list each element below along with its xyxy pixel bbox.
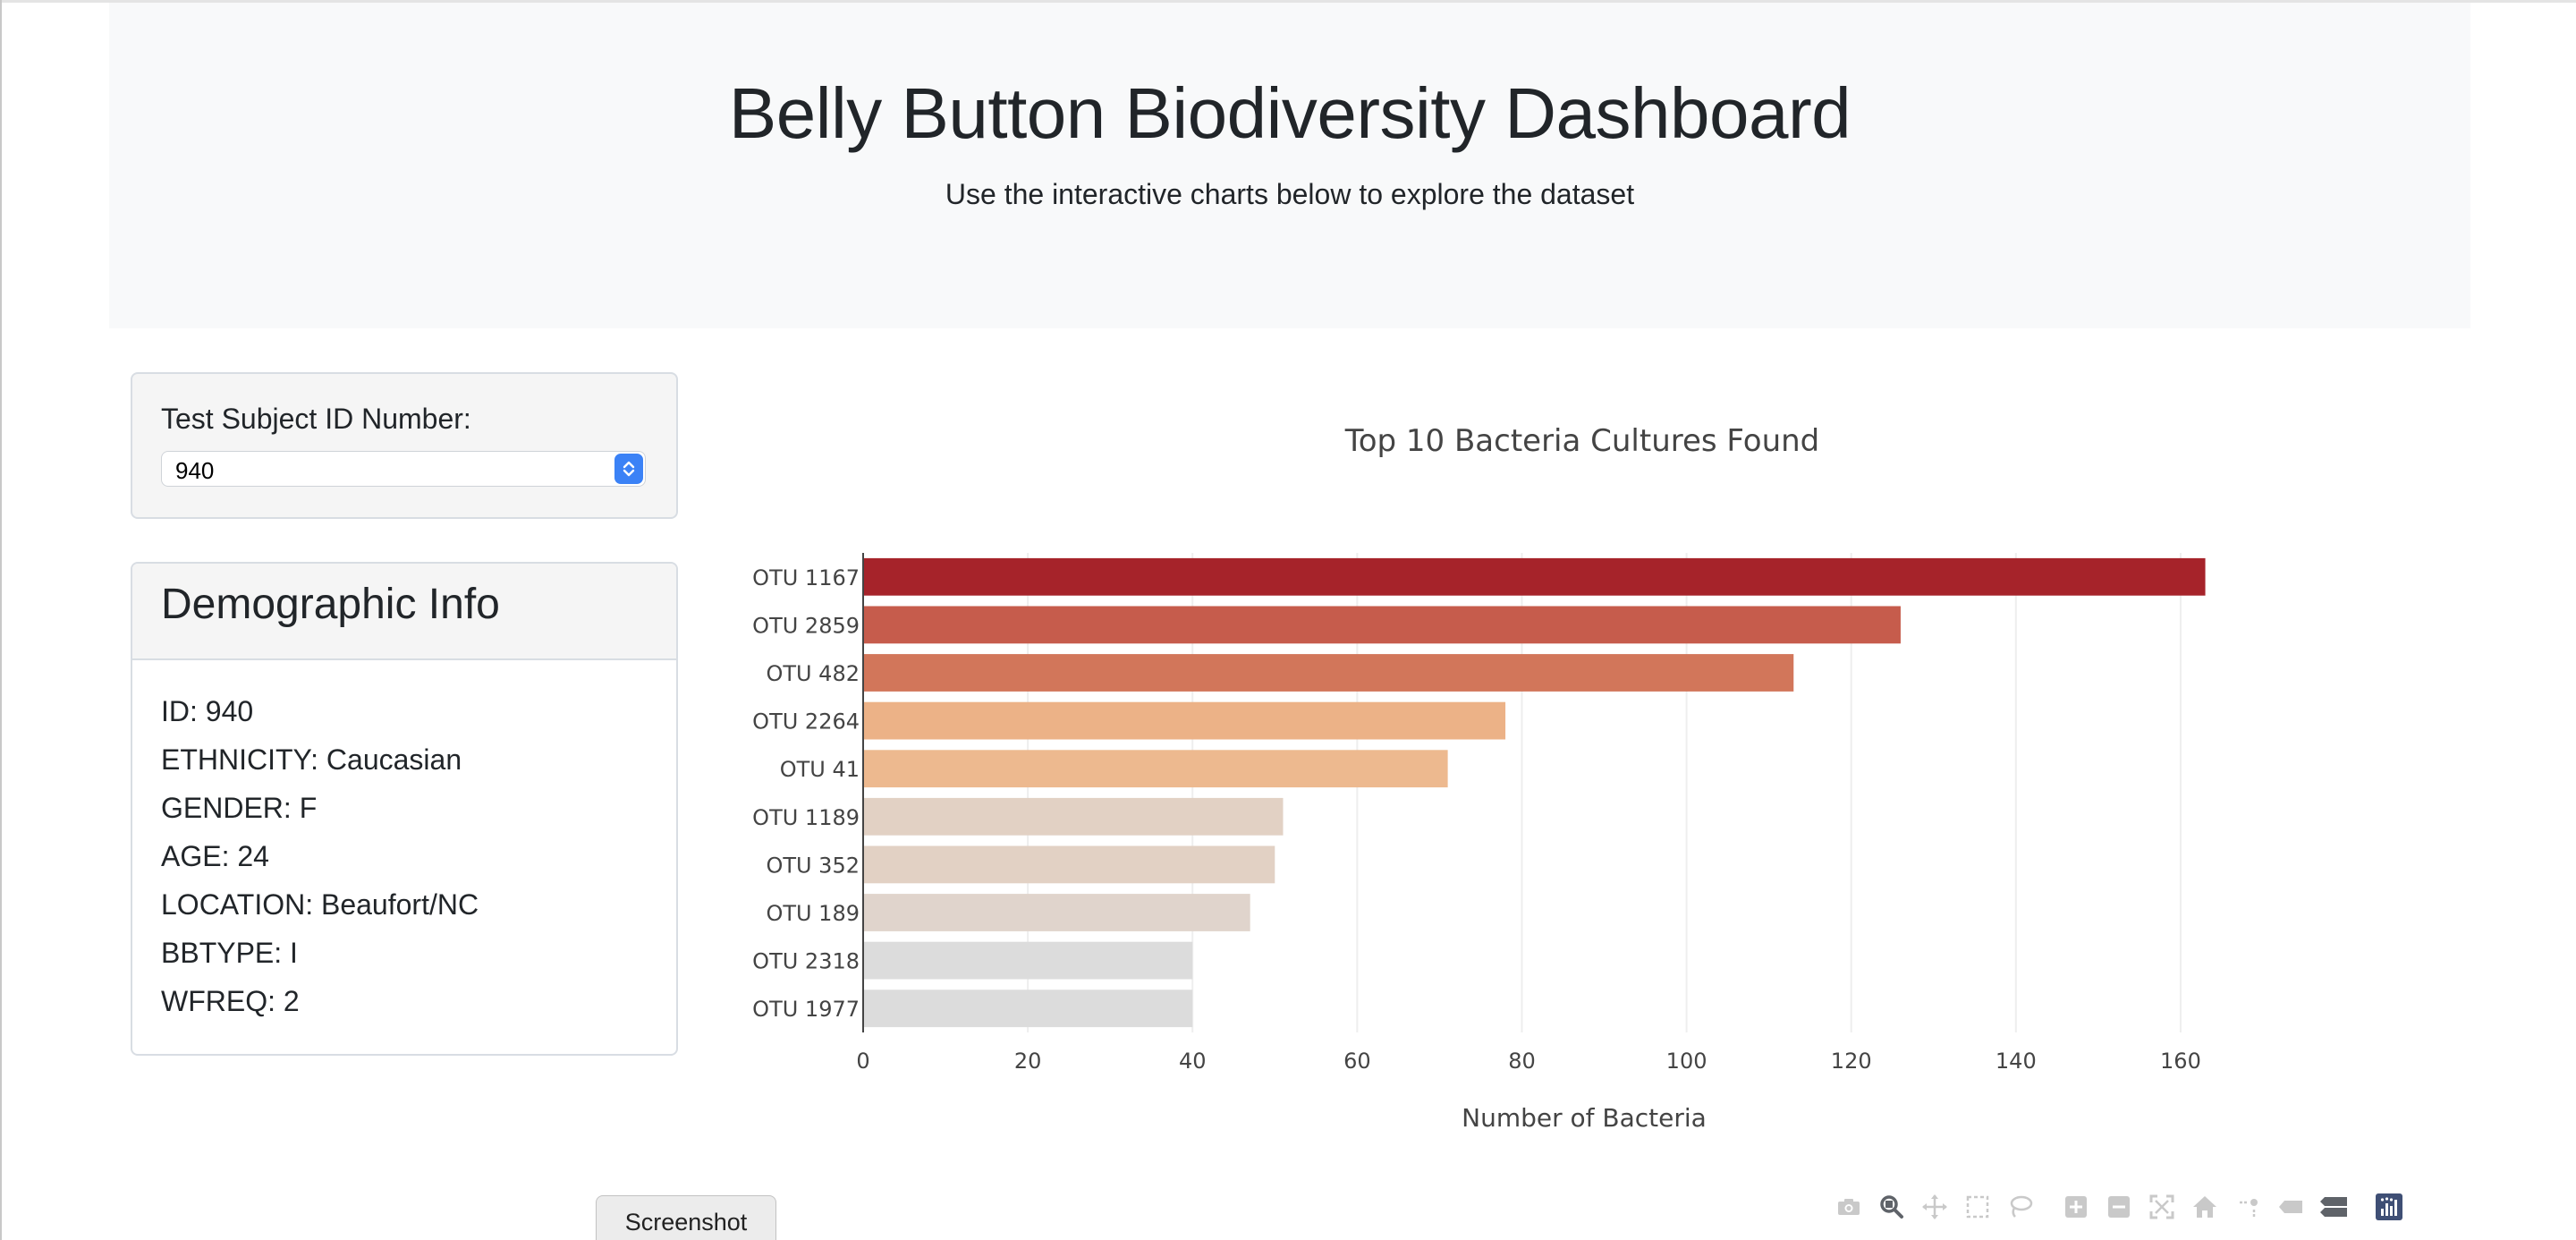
- demographic-info-body: ID: 940 ETHNICITY: Caucasian GENDER: F A…: [161, 687, 479, 1025]
- y-tick-label: OTU 1977: [752, 997, 860, 1022]
- bar[interactable]: [863, 797, 1284, 836]
- box-select-icon[interactable]: [1962, 1192, 1993, 1222]
- autoscale-icon[interactable]: [2147, 1192, 2177, 1222]
- y-tick-label: OTU 2318: [752, 949, 860, 974]
- x-tick-label: 80: [1508, 1049, 1536, 1074]
- header-banner: Belly Button Biodiversity Dashboard Use …: [109, 3, 2470, 328]
- demographic-row-location: LOCATION: Beaufort/NC: [161, 888, 479, 921]
- y-tick-label: OTU 352: [766, 853, 860, 878]
- subject-selector-panel: Test Subject ID Number: 940: [131, 372, 678, 519]
- x-tick-label: 20: [1014, 1049, 1042, 1074]
- y-tick-label: OTU 482: [766, 661, 860, 686]
- screenshot-button[interactable]: Screenshot: [596, 1195, 776, 1240]
- reset-axes-icon[interactable]: [2190, 1192, 2220, 1222]
- zoom-in-icon[interactable]: [2061, 1192, 2091, 1222]
- window-top-border: [0, 0, 2576, 3]
- bar[interactable]: [863, 750, 1448, 788]
- bar[interactable]: [863, 606, 1901, 644]
- demographic-row-ethnicity: ETHNICITY: Caucasian: [161, 743, 462, 776]
- x-tick-label: 0: [856, 1049, 869, 1074]
- demographic-info-panel: Demographic Info ID: 940 ETHNICITY: Cauc…: [131, 562, 678, 1056]
- x-tick-label: 120: [1831, 1049, 1872, 1074]
- pan-icon[interactable]: [1919, 1192, 1950, 1222]
- bar[interactable]: [863, 701, 1506, 740]
- demographic-row-age: AGE: 24: [161, 840, 269, 872]
- y-tick-label: OTU 189: [766, 901, 860, 926]
- window-left-border: [0, 0, 2, 1240]
- x-tick-label: 60: [1343, 1049, 1371, 1074]
- camera-icon[interactable]: [1834, 1192, 1864, 1222]
- page-title: Belly Button Biodiversity Dashboard: [728, 73, 1852, 153]
- bar[interactable]: [863, 557, 2206, 596]
- y-tick-label: OTU 1167: [752, 565, 860, 590]
- bar[interactable]: [863, 654, 1794, 692]
- hover-closest-icon[interactable]: [2275, 1192, 2306, 1222]
- bacteria-bar-chart[interactable]: Top 10 Bacteria Cultures Found OTU 1167 OT…: [716, 394, 2469, 1163]
- demographic-info-title: Demographic Info: [161, 581, 500, 628]
- zoom-icon[interactable]: [1877, 1192, 1907, 1222]
- bar[interactable]: [863, 941, 1193, 980]
- hover-compare-icon[interactable]: [2318, 1192, 2349, 1222]
- select-stepper-icon[interactable]: [614, 454, 643, 484]
- x-axis-label: Number of Bacteria: [1462, 1103, 1707, 1133]
- demographic-row-bbtype: BBTYPE: I: [161, 937, 298, 969]
- x-tick-label: 40: [1179, 1049, 1207, 1074]
- x-tick-label: 140: [1996, 1049, 2037, 1074]
- demographic-row-id: ID: 940: [161, 695, 254, 727]
- chart-title: Top 10 Bacteria Cultures Found: [1344, 423, 1820, 459]
- bar[interactable]: [863, 894, 1250, 931]
- y-tick-label: OTU 2859: [752, 613, 860, 638]
- y-tick-label: OTU 1189: [752, 805, 860, 830]
- subject-id-select[interactable]: 940: [161, 451, 646, 487]
- bar[interactable]: [863, 989, 1193, 1028]
- y-tick-label: OTU 2264: [752, 709, 860, 735]
- page-subtitle: Use the interactive charts below to expl…: [945, 178, 1635, 210]
- spike-lines-icon[interactable]: [2234, 1192, 2265, 1222]
- lasso-icon[interactable]: [2005, 1192, 2036, 1222]
- x-tick-label: 100: [1666, 1049, 1707, 1074]
- x-tick-label: 160: [2160, 1049, 2201, 1074]
- subject-id-selected-value: 940: [175, 457, 215, 484]
- bar[interactable]: [863, 845, 1275, 884]
- demographic-info-heading: Demographic Info: [132, 564, 676, 660]
- demographic-row-wfreq: WFREQ: 2: [161, 985, 300, 1017]
- y-tick-label: OTU 41: [780, 757, 860, 782]
- subject-selector-label: Test Subject ID Number:: [161, 403, 471, 435]
- demographic-row-gender: GENDER: F: [161, 792, 318, 824]
- plotly-logo-icon[interactable]: [2374, 1192, 2404, 1222]
- zoom-out-icon[interactable]: [2104, 1192, 2134, 1222]
